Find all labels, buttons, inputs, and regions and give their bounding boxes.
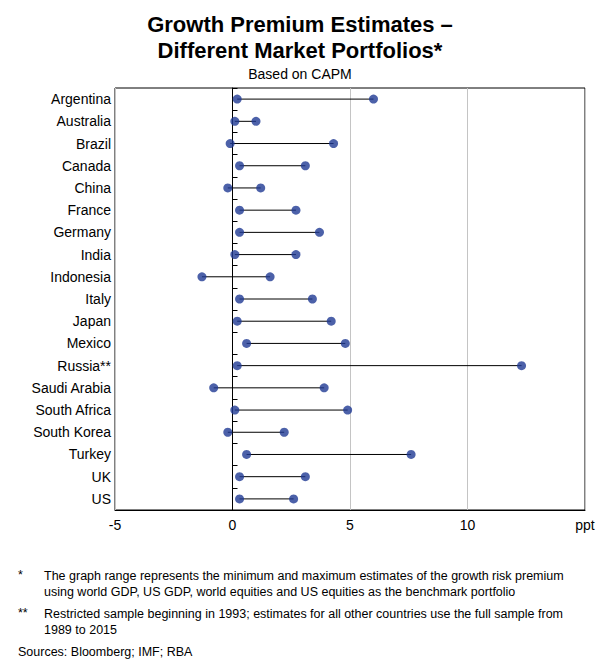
svg-text:Sources: Bloomberg; IMF; RBA: Sources: Bloomberg; IMF; RBA [18, 645, 193, 659]
svg-text:ppt: ppt [575, 517, 595, 533]
svg-text:The graph range represents the: The graph range represents the minimum a… [44, 569, 567, 583]
svg-text:10: 10 [460, 517, 476, 533]
svg-text:South Africa: South Africa [36, 402, 112, 418]
svg-text:-5: -5 [109, 517, 122, 533]
svg-text:5: 5 [346, 517, 354, 533]
svg-text:Mexico: Mexico [67, 335, 112, 351]
svg-text:Argentina: Argentina [51, 91, 111, 107]
svg-text:**: ** [18, 606, 28, 620]
svg-text:Different Market Portfolios*: Different Market Portfolios* [158, 38, 443, 63]
svg-text:Saudi Arabia: Saudi Arabia [32, 380, 112, 396]
svg-text:Germany: Germany [53, 224, 111, 240]
svg-text:0: 0 [229, 517, 237, 533]
svg-text:India: India [81, 247, 112, 263]
svg-text:using world GDP, US GDP, world: using world GDP, US GDP, world equities … [44, 585, 515, 599]
svg-text:South Korea: South Korea [33, 424, 111, 440]
svg-text:Italy: Italy [85, 291, 111, 307]
svg-text:Brazil: Brazil [76, 136, 111, 152]
svg-text:Growth Premium Estimates –: Growth Premium Estimates – [147, 12, 453, 37]
svg-text:UK: UK [92, 469, 112, 485]
svg-text:US: US [92, 491, 111, 507]
svg-text:Indonesia: Indonesia [50, 269, 111, 285]
svg-text:*: * [18, 568, 23, 582]
svg-text:Canada: Canada [62, 158, 111, 174]
svg-text:Turkey: Turkey [69, 446, 111, 462]
svg-text:France: France [67, 202, 111, 218]
svg-text:Based on CAPM: Based on CAPM [248, 66, 352, 82]
svg-text:China: China [74, 180, 111, 196]
svg-text:Restricted sample beginning in: Restricted sample beginning in 1993; est… [44, 607, 567, 621]
svg-text:Australia: Australia [57, 113, 112, 129]
svg-text:Japan: Japan [73, 313, 111, 329]
svg-text:Russia**: Russia** [57, 358, 111, 374]
svg-text:1989 to 2015: 1989 to 2015 [44, 623, 117, 637]
